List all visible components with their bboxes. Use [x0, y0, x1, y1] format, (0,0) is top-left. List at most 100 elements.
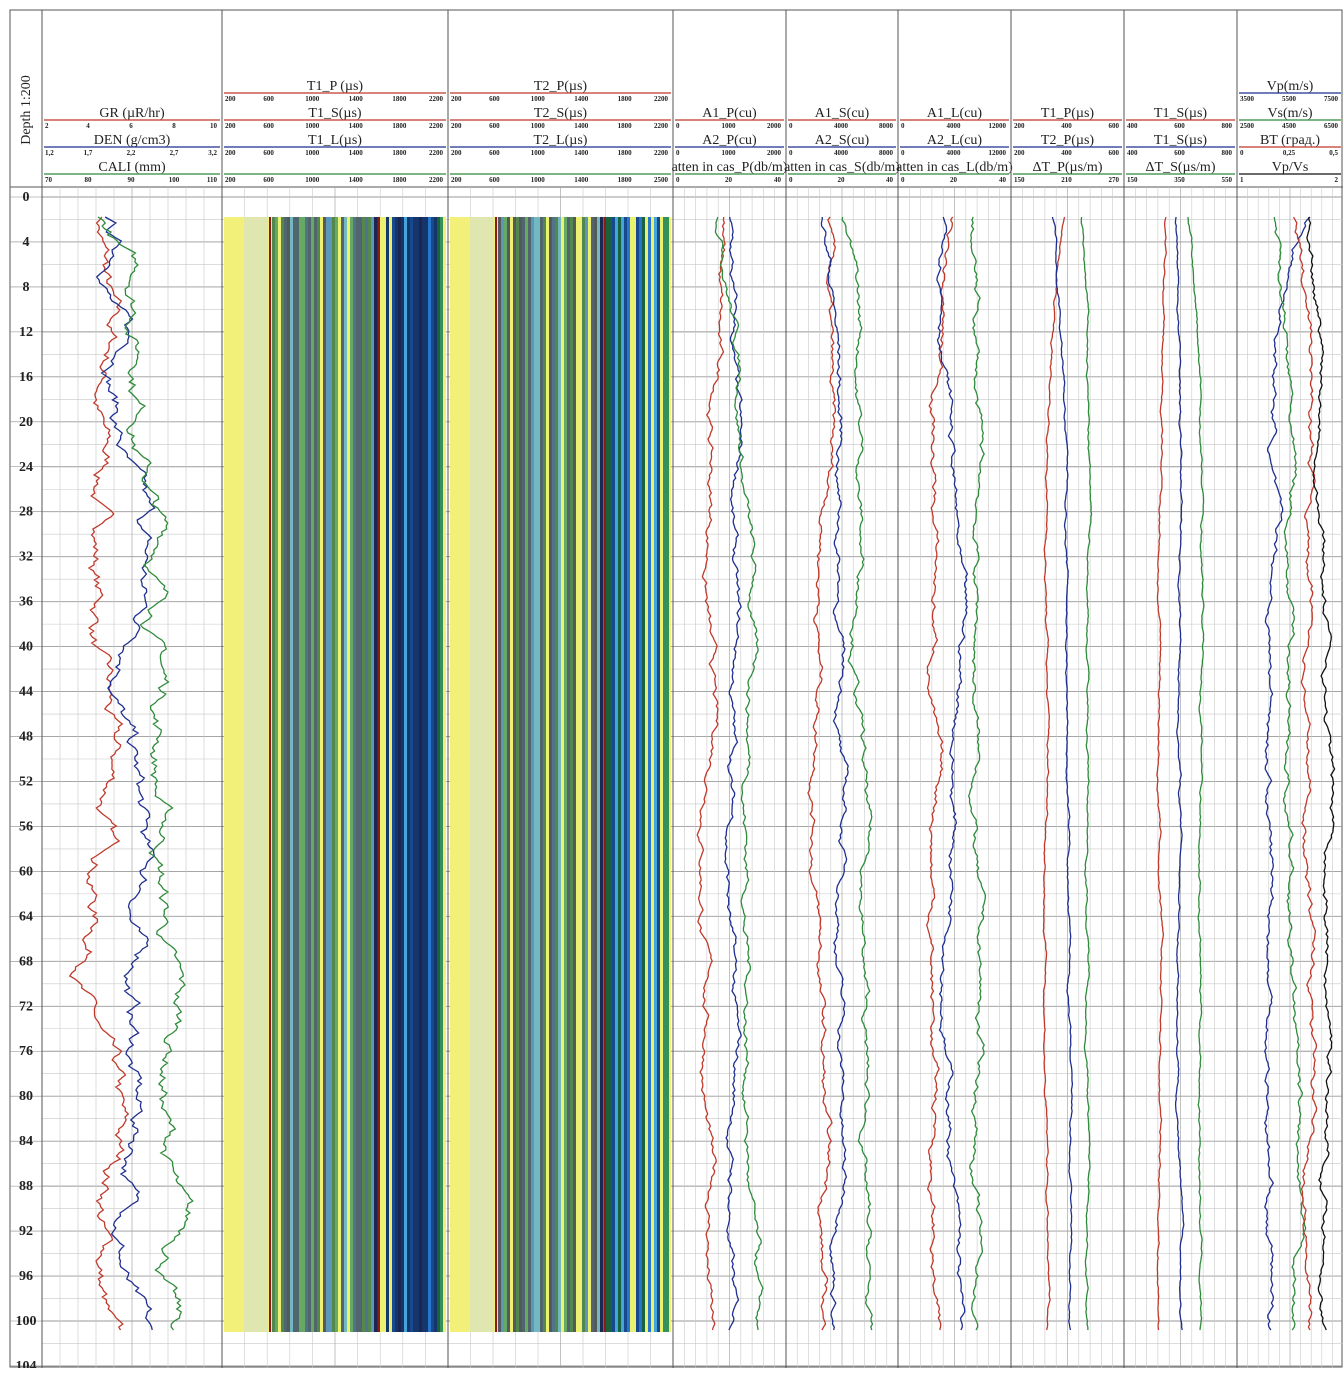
- scale-label: 400: [1061, 122, 1072, 130]
- scale-label: 150: [1014, 176, 1025, 184]
- scale-label: 5500: [1282, 95, 1297, 103]
- waveform-stripe: [519, 217, 522, 1332]
- waveform-stripe: [609, 217, 612, 1332]
- curve-name: Vp(m/s): [1267, 79, 1314, 94]
- scale-label: 4000: [834, 122, 849, 130]
- scale-label: 70: [45, 176, 53, 184]
- waveform-stripe: [561, 217, 564, 1332]
- waveform-stripe: [639, 217, 642, 1332]
- scale-label: 1400: [349, 122, 364, 130]
- waveform-stripe: [624, 217, 627, 1332]
- waveform-stripe: [419, 217, 422, 1332]
- waveform-stripe: [383, 217, 386, 1332]
- scale-label: 1000: [531, 149, 546, 157]
- waveform-stripe: [392, 217, 395, 1332]
- curve-name: A2_S(cu): [815, 133, 870, 148]
- scale-label: 0: [676, 149, 680, 157]
- waveform-stripe: [594, 217, 597, 1332]
- curve-name: T1_S(µs): [308, 106, 362, 121]
- depth-label: 96: [19, 1269, 33, 1284]
- waveform-stripe: [278, 217, 281, 1332]
- scale-label: 600: [1174, 149, 1185, 157]
- scale-label: 200: [225, 149, 236, 157]
- waveform-stripe: [621, 217, 624, 1332]
- waveform-stripe: [543, 217, 546, 1332]
- scale-label: 600: [489, 149, 500, 157]
- scale-label: 0: [1240, 149, 1244, 157]
- scale-label: 270: [1109, 176, 1120, 184]
- waveform-stripe: [338, 217, 341, 1332]
- waveform-stripe: [612, 217, 615, 1332]
- scale-label: 1000: [305, 122, 320, 130]
- waveform-stripe: [356, 217, 359, 1332]
- waveform-stripe: [323, 217, 326, 1332]
- waveform-stripe: [615, 217, 618, 1332]
- waveform-stripe: [407, 217, 410, 1332]
- log-curve: [714, 216, 764, 1331]
- curve-name: T1_S(µs): [1154, 106, 1208, 121]
- scale-label: 2200: [654, 122, 669, 130]
- waveform-stripe: [636, 217, 639, 1332]
- scale-label: 3500: [1240, 95, 1255, 103]
- scale-label: 2200: [429, 95, 444, 103]
- waveform-stripe: [326, 217, 329, 1332]
- waveform-stripe: [645, 217, 648, 1332]
- waveform-stripe: [317, 217, 320, 1332]
- scale-label: 0,25: [1283, 149, 1296, 157]
- waveform-stripe: [564, 217, 567, 1332]
- scale-label: 600: [1109, 149, 1120, 157]
- depth-label: 72: [19, 999, 33, 1014]
- scale-label: 2000: [767, 149, 782, 157]
- scale-label: 3,2: [208, 149, 217, 157]
- depth-label: 68: [19, 954, 33, 969]
- waveform-stripe: [663, 217, 666, 1332]
- waveform-stripe: [540, 217, 543, 1332]
- waveform-stripe: [537, 217, 540, 1332]
- curve-name: T2_S(µs): [534, 106, 588, 121]
- scale-label: 1800: [392, 149, 407, 157]
- depth-label: 92: [19, 1224, 33, 1239]
- depth-label: 40: [19, 640, 33, 655]
- scale-label: 0,5: [1329, 149, 1338, 157]
- scale-label: 2,2: [127, 149, 136, 157]
- scale-label: 1800: [392, 122, 407, 130]
- waveform-stripe: [374, 217, 377, 1332]
- scale-label: 0: [901, 149, 905, 157]
- waveform-stripe: [648, 217, 651, 1332]
- scale-label: 8000: [879, 122, 894, 130]
- waveform-stripe: [308, 217, 311, 1332]
- curve-name: A1_P(cu): [702, 106, 757, 121]
- waveform-stripe: [287, 217, 290, 1332]
- waveform-stripe: [501, 217, 504, 1332]
- depth-label: 84: [19, 1134, 33, 1149]
- curve-name: T1_L(µs): [308, 133, 362, 148]
- scale-label: 1000: [305, 95, 320, 103]
- scale-label: 400: [1061, 149, 1072, 157]
- depth-label: 88: [19, 1179, 33, 1194]
- scale-label: 1000: [305, 149, 320, 157]
- waveform-stripe: [507, 217, 510, 1332]
- scale-label: 40: [774, 176, 782, 184]
- waveform-stripe: [522, 217, 525, 1332]
- waveform-stripe: [347, 217, 350, 1332]
- log-curve: [1293, 216, 1318, 1331]
- log-curve: [68, 216, 130, 1331]
- waveform-stripe: [365, 217, 368, 1332]
- scale-label: 600: [489, 176, 500, 184]
- scale-label: 4: [86, 122, 90, 130]
- waveform-stripe: [516, 217, 519, 1332]
- scale-label: 100: [169, 176, 180, 184]
- scale-label: 2200: [429, 149, 444, 157]
- depth-label: 104: [16, 1359, 37, 1368]
- log-curve: [724, 216, 743, 1331]
- waveform-stripe: [627, 217, 630, 1332]
- scale-label: 90: [128, 176, 136, 184]
- waveform-stripe: [582, 217, 585, 1332]
- scale-label: 1400: [349, 176, 364, 184]
- scale-label: 10: [210, 122, 218, 130]
- waveform-stripe: [657, 217, 660, 1332]
- waveform-stripe: [281, 217, 284, 1332]
- scale-label: 4000: [947, 122, 962, 130]
- waveform-stripe: [534, 217, 537, 1332]
- scale-label: 1800: [392, 176, 407, 184]
